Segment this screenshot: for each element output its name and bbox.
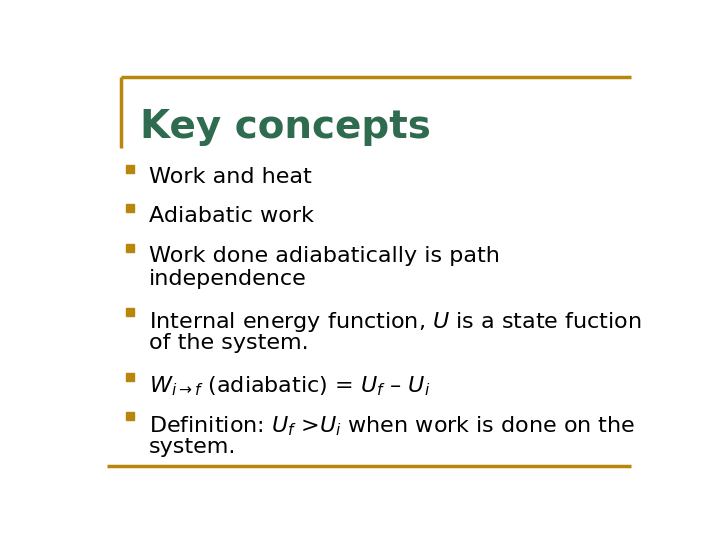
Text: $\mathit{W}_{i\rightarrow f}$ (adiabatic) = $\mathit{U}_{f}$ – $\mathit{U}_{i}$: $\mathit{W}_{i\rightarrow f}$ (adiabatic… xyxy=(148,375,430,398)
Text: Adiabatic work: Adiabatic work xyxy=(148,206,314,226)
Text: Work and heat: Work and heat xyxy=(148,167,311,187)
Text: Work done adiabatically is path: Work done adiabatically is path xyxy=(148,246,500,266)
Text: of the system.: of the system. xyxy=(148,333,308,353)
Text: independence: independence xyxy=(148,268,306,288)
Text: Key concepts: Key concepts xyxy=(140,109,431,146)
Text: Definition: $\mathit{U}_{f}$ >$\mathit{U}_{i}$ when work is done on the: Definition: $\mathit{U}_{f}$ >$\mathit{U… xyxy=(148,414,635,438)
Text: Internal energy function, $\mathit{U}$ is a state fuction: Internal energy function, $\mathit{U}$ i… xyxy=(148,310,641,334)
Text: system.: system. xyxy=(148,437,236,457)
